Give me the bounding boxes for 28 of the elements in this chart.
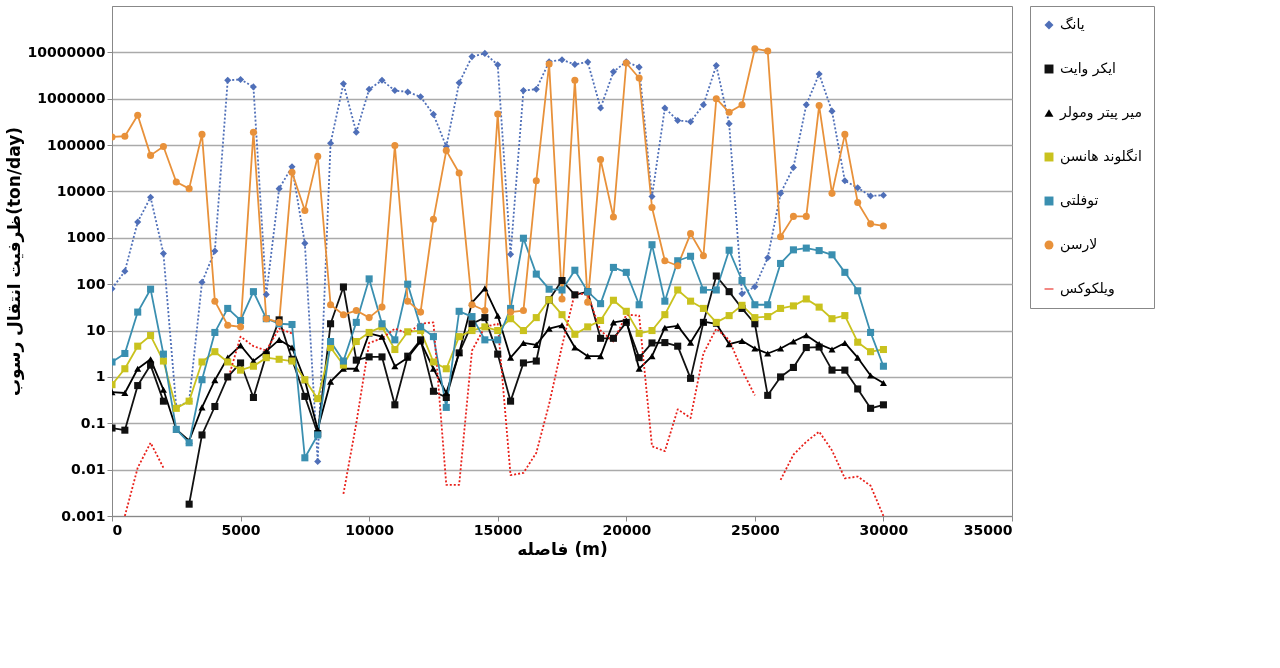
x-tick-label: 35000 xyxy=(963,521,1013,538)
x-tick-label: 0 xyxy=(112,521,123,538)
y-axis-title: ظرفیت انتقال رسوب(ton/day) xyxy=(3,126,25,397)
legend-label: ویلکوکس xyxy=(1060,280,1115,297)
y-tick-label: 100000 xyxy=(47,136,106,153)
legend-label: میر پیتر ومولر xyxy=(1059,104,1142,121)
y-tick-label: 1 xyxy=(95,368,106,385)
y-tick-label: 0.1 xyxy=(80,414,106,431)
y-tick-label: 10000000 xyxy=(27,43,106,60)
y-tick-label: 0.01 xyxy=(70,461,106,478)
y-tick-label: 0.001 xyxy=(61,507,106,524)
y-tick-label: 10000 xyxy=(56,182,106,199)
legend-label: انگلوند هانسن xyxy=(1060,148,1142,165)
x-axis-title: فاصله (m) xyxy=(517,538,608,559)
y-tick-label: 1000 xyxy=(66,229,106,246)
x-tick-label: 5000 xyxy=(221,521,261,538)
x-tick-label: 20000 xyxy=(602,521,652,538)
y-tick-label: 1000000 xyxy=(37,90,106,107)
y-tick-label: 10 xyxy=(86,322,106,339)
x-tick-label: 30000 xyxy=(859,521,909,538)
legend-label: لارسن xyxy=(1060,236,1098,253)
legend-label: یانگ xyxy=(1060,16,1085,32)
x-tick-label: 15000 xyxy=(473,521,523,538)
y-tick-label: 100 xyxy=(76,275,106,292)
legend-label: ایکر وایت xyxy=(1060,60,1116,77)
x-tick-label: 25000 xyxy=(731,521,780,538)
x-tick-label: 10000 xyxy=(345,521,395,538)
legend-label: توفلتی xyxy=(1060,192,1099,209)
